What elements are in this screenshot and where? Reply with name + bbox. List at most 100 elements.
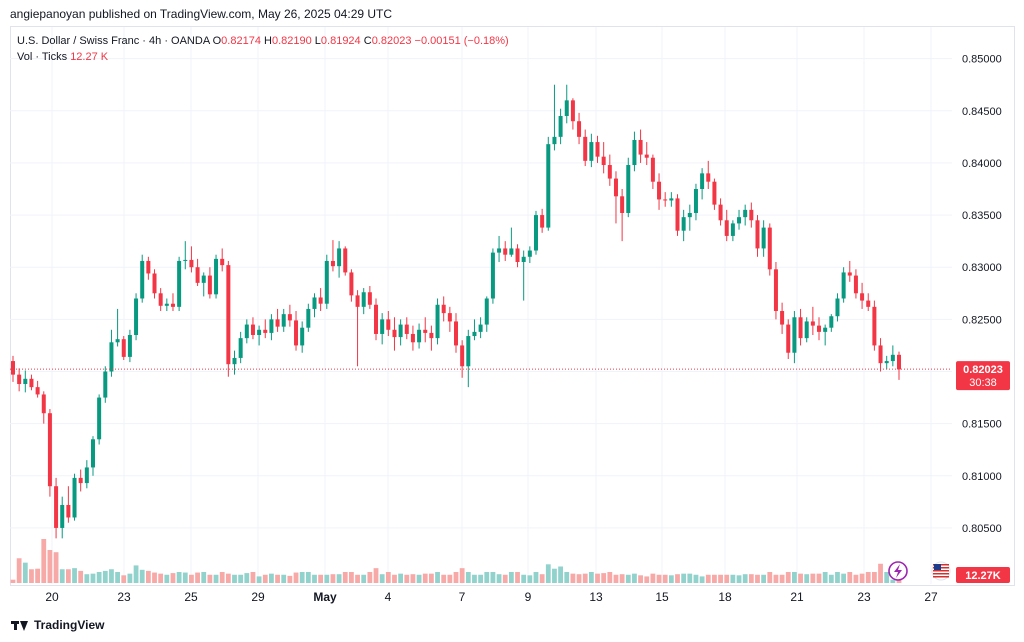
candle[interactable]: [712, 178, 717, 210]
candle[interactable]: [355, 290, 360, 367]
candle[interactable]: [515, 244, 520, 268]
candle[interactable]: [238, 331, 243, 364]
candle[interactable]: [583, 129, 588, 167]
candle[interactable]: [410, 325, 415, 351]
candle[interactable]: [804, 317, 809, 343]
candle[interactable]: [552, 84, 557, 151]
candle[interactable]: [367, 285, 372, 309]
candle[interactable]: [441, 296, 446, 322]
candle[interactable]: [878, 338, 883, 372]
candle[interactable]: [626, 157, 631, 218]
candle[interactable]: [749, 202, 754, 228]
candle[interactable]: [472, 319, 477, 341]
candle[interactable]: [392, 317, 397, 351]
candle[interactable]: [755, 215, 760, 257]
candle[interactable]: [306, 303, 311, 332]
candle[interactable]: [706, 160, 711, 189]
candle[interactable]: [503, 241, 508, 261]
candle[interactable]: [380, 313, 385, 345]
candle[interactable]: [269, 314, 274, 341]
candle[interactable]: [872, 300, 877, 351]
candle[interactable]: [281, 308, 286, 332]
candle[interactable]: [570, 98, 575, 130]
candle[interactable]: [201, 272, 206, 297]
candle[interactable]: [669, 192, 674, 207]
candle[interactable]: [466, 329, 471, 388]
us-flag-icon[interactable]: [931, 561, 951, 581]
candle[interactable]: [220, 248, 225, 272]
candle[interactable]: [620, 189, 625, 242]
candle[interactable]: [687, 204, 692, 231]
candle[interactable]: [823, 324, 828, 346]
candle[interactable]: [78, 469, 83, 492]
candle[interactable]: [257, 325, 262, 346]
candle[interactable]: [454, 313, 458, 353]
candle[interactable]: [478, 317, 483, 339]
candle[interactable]: [361, 288, 366, 315]
candle[interactable]: [41, 391, 46, 424]
candle[interactable]: [152, 269, 157, 299]
candle[interactable]: [337, 241, 342, 278]
candle[interactable]: [244, 319, 249, 344]
candle[interactable]: [134, 293, 139, 341]
candle[interactable]: [884, 355, 889, 370]
candle[interactable]: [121, 336, 126, 361]
candle[interactable]: [72, 473, 77, 521]
candle[interactable]: [644, 142, 649, 166]
candle[interactable]: [127, 329, 132, 363]
candle[interactable]: [97, 394, 102, 445]
candle[interactable]: [589, 133, 594, 168]
candle[interactable]: [657, 173, 662, 210]
candle[interactable]: [447, 306, 452, 332]
candle[interactable]: [158, 288, 163, 312]
candle[interactable]: [164, 298, 169, 312]
candle[interactable]: [263, 319, 268, 339]
candle[interactable]: [817, 317, 822, 341]
candle[interactable]: [650, 154, 655, 189]
candle[interactable]: [730, 220, 735, 242]
candle[interactable]: [743, 204, 748, 226]
candle[interactable]: [533, 210, 538, 255]
candle[interactable]: [47, 409, 52, 497]
candle[interactable]: [693, 183, 698, 221]
candle[interactable]: [810, 306, 815, 335]
candle[interactable]: [780, 302, 785, 334]
candle[interactable]: [484, 296, 489, 332]
candle[interactable]: [761, 220, 766, 257]
candle[interactable]: [767, 223, 772, 276]
candle[interactable]: [564, 84, 569, 124]
candle[interactable]: [250, 317, 255, 340]
candle[interactable]: [429, 325, 434, 351]
candle[interactable]: [527, 246, 532, 264]
lightning-icon[interactable]: [888, 561, 908, 581]
candle[interactable]: [404, 317, 409, 340]
candle[interactable]: [374, 298, 379, 341]
candle[interactable]: [546, 136, 551, 231]
candle[interactable]: [23, 370, 28, 393]
candle[interactable]: [540, 208, 545, 233]
candle[interactable]: [577, 112, 582, 145]
candle[interactable]: [294, 311, 299, 351]
candle[interactable]: [798, 308, 803, 346]
candle[interactable]: [638, 129, 643, 163]
candle[interactable]: [792, 311, 797, 364]
candle[interactable]: [613, 171, 618, 224]
candle[interactable]: [866, 293, 871, 312]
candle[interactable]: [189, 246, 194, 273]
candle[interactable]: [521, 250, 526, 301]
candle[interactable]: [435, 298, 440, 345]
candle[interactable]: [35, 380, 40, 398]
candle[interactable]: [140, 254, 145, 303]
candle[interactable]: [509, 227, 514, 257]
candle[interactable]: [423, 317, 428, 343]
candle[interactable]: [275, 308, 280, 332]
candle[interactable]: [60, 496, 65, 539]
candle[interactable]: [226, 260, 231, 377]
candle[interactable]: [675, 194, 680, 236]
candle[interactable]: [773, 262, 778, 320]
candle[interactable]: [601, 142, 606, 174]
candle[interactable]: [312, 293, 317, 318]
candle[interactable]: [330, 240, 335, 272]
candle[interactable]: [232, 350, 237, 375]
